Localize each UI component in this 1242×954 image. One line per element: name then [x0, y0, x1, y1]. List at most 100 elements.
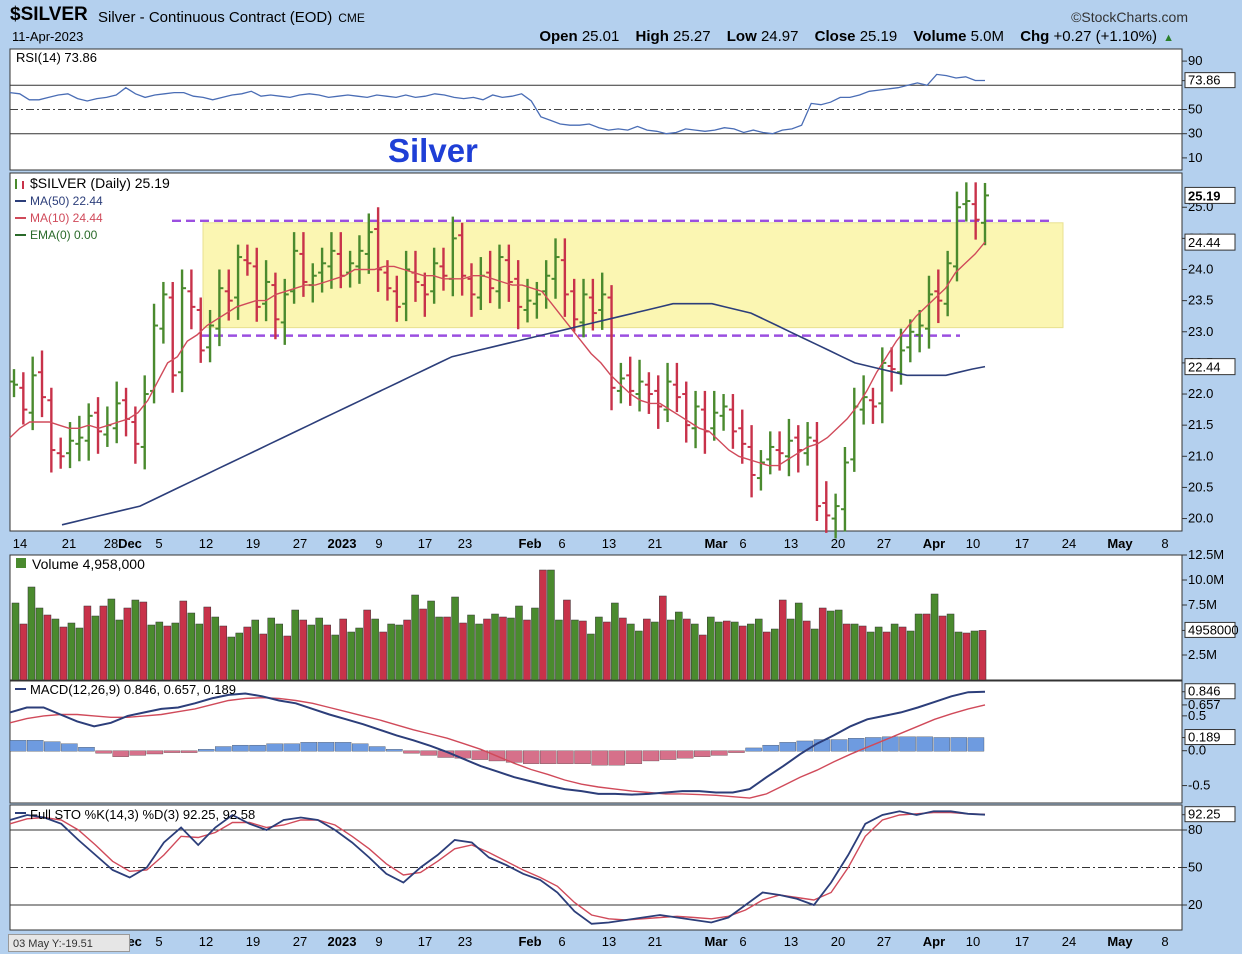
x-axis-label: 17	[418, 536, 432, 551]
volume-bar	[443, 616, 451, 681]
price-bar	[962, 182, 971, 222]
macd-histogram-bar	[403, 750, 420, 754]
macd-histogram-bar	[198, 749, 215, 752]
volume-bar	[890, 623, 899, 681]
volume-bar	[403, 619, 411, 681]
x-axis-label: 5	[155, 536, 162, 551]
macd-histogram-bar	[249, 744, 266, 752]
macd-histogram-bar	[676, 750, 694, 759]
macd-histogram-bar	[386, 749, 403, 752]
macd-histogram-bar	[44, 741, 61, 752]
bottom-x-axis-label: 19	[246, 934, 260, 949]
volume-bar	[842, 623, 851, 681]
volume-bar	[970, 630, 979, 681]
x-axis-label: 21	[62, 536, 76, 551]
volume-bar	[19, 623, 28, 681]
bottom-x-axis-label: 21	[648, 934, 662, 949]
x-axis-label: Dec	[118, 536, 142, 551]
volume-bar	[163, 625, 172, 681]
macd-histogram-bar	[420, 750, 437, 756]
high-value: 25.27	[673, 28, 711, 45]
volume-bar	[275, 623, 283, 681]
stockcharts-logo[interactable]: ©StockCharts.com	[1071, 9, 1188, 25]
price-bar	[262, 260, 271, 322]
volume-bar	[235, 632, 244, 681]
price-bar	[364, 213, 373, 274]
volume-bar	[35, 607, 44, 681]
price-bar	[579, 278, 588, 338]
macd-histogram-bar	[61, 743, 78, 752]
volume-bar	[954, 631, 963, 681]
ticker-symbol[interactable]: $SILVER	[10, 4, 88, 25]
bottom-x-axis-label: 6	[739, 934, 746, 949]
volume-bar	[451, 596, 459, 681]
x-axis-label: 9	[375, 536, 382, 551]
price-tick-label: 21.5	[1188, 417, 1213, 432]
volume-bar	[858, 625, 867, 681]
volume-bar	[930, 593, 939, 681]
price-bar	[738, 409, 747, 464]
price-bar	[728, 394, 737, 449]
macd-histogram-bar	[659, 750, 677, 760]
rsi-tick-label: 73.86	[1188, 73, 1221, 88]
rsi-line	[9, 73, 985, 135]
up-arrow-icon: ▲	[1163, 32, 1174, 44]
high-label: High	[635, 28, 669, 45]
price-bar	[28, 356, 37, 431]
low-value: 24.97	[760, 28, 799, 45]
macd-histogram-bar	[711, 750, 728, 756]
price-bar	[252, 247, 261, 322]
macd-histogram-bar	[163, 750, 181, 753]
macd-tick-label-box	[1184, 729, 1236, 746]
quote-date: 11-Apr-2023	[12, 29, 84, 44]
volume-bar	[802, 620, 811, 681]
macd-histogram-bar	[967, 737, 985, 752]
price-bar	[896, 328, 905, 385]
volume-bar	[946, 613, 955, 681]
price-bar	[243, 244, 252, 276]
bottom-x-axis-label: Mar	[704, 934, 727, 949]
volume-bar	[587, 633, 595, 681]
volume-bar	[363, 609, 371, 681]
price-bar	[374, 207, 383, 292]
volume-bar	[691, 623, 699, 681]
macd-histogram-bar	[950, 737, 968, 752]
volume-bar	[762, 631, 771, 681]
price-bar	[747, 425, 756, 498]
price-bar	[66, 422, 75, 469]
volume-bar	[379, 631, 387, 681]
price-bar	[719, 394, 728, 431]
ma50-last-label-box	[1184, 358, 1236, 376]
volume-bar	[267, 617, 275, 681]
bottom-x-axis-label: 12	[199, 934, 213, 949]
rsi-tick-label-box	[1184, 72, 1236, 89]
price-bar	[420, 272, 429, 317]
volume-bar	[874, 626, 883, 681]
price-bar	[570, 278, 579, 332]
stochastic-k-line	[9, 810, 986, 925]
price-bar	[131, 406, 140, 464]
volume-bar	[547, 569, 555, 681]
volume-value: 5.0M	[970, 28, 1005, 45]
volume-bar	[91, 615, 100, 681]
volume-bar	[27, 586, 36, 681]
volume-bar	[51, 618, 60, 681]
price-bar	[140, 375, 149, 470]
price-bar	[784, 418, 793, 477]
stochastic-legend: Full STO %K(14,3) %D(3) 92.25, 92.58	[30, 807, 255, 822]
volume-tick-label: 10.0M	[1188, 572, 1224, 587]
volume-bar	[419, 608, 427, 681]
volume-bar	[786, 618, 795, 681]
macd-histogram-bar	[540, 750, 557, 764]
price-bar	[551, 238, 560, 299]
volume-bar	[914, 613, 923, 681]
x-axis-label: 21	[648, 536, 662, 551]
volume-bar	[179, 600, 188, 681]
rsi-tick-label: 90	[1188, 53, 1202, 68]
volume-bar	[99, 605, 108, 681]
price-bar	[868, 387, 877, 424]
macd-histogram-bar	[369, 746, 386, 752]
x-axis-label: 13	[602, 536, 616, 551]
volume-bar	[475, 623, 483, 681]
